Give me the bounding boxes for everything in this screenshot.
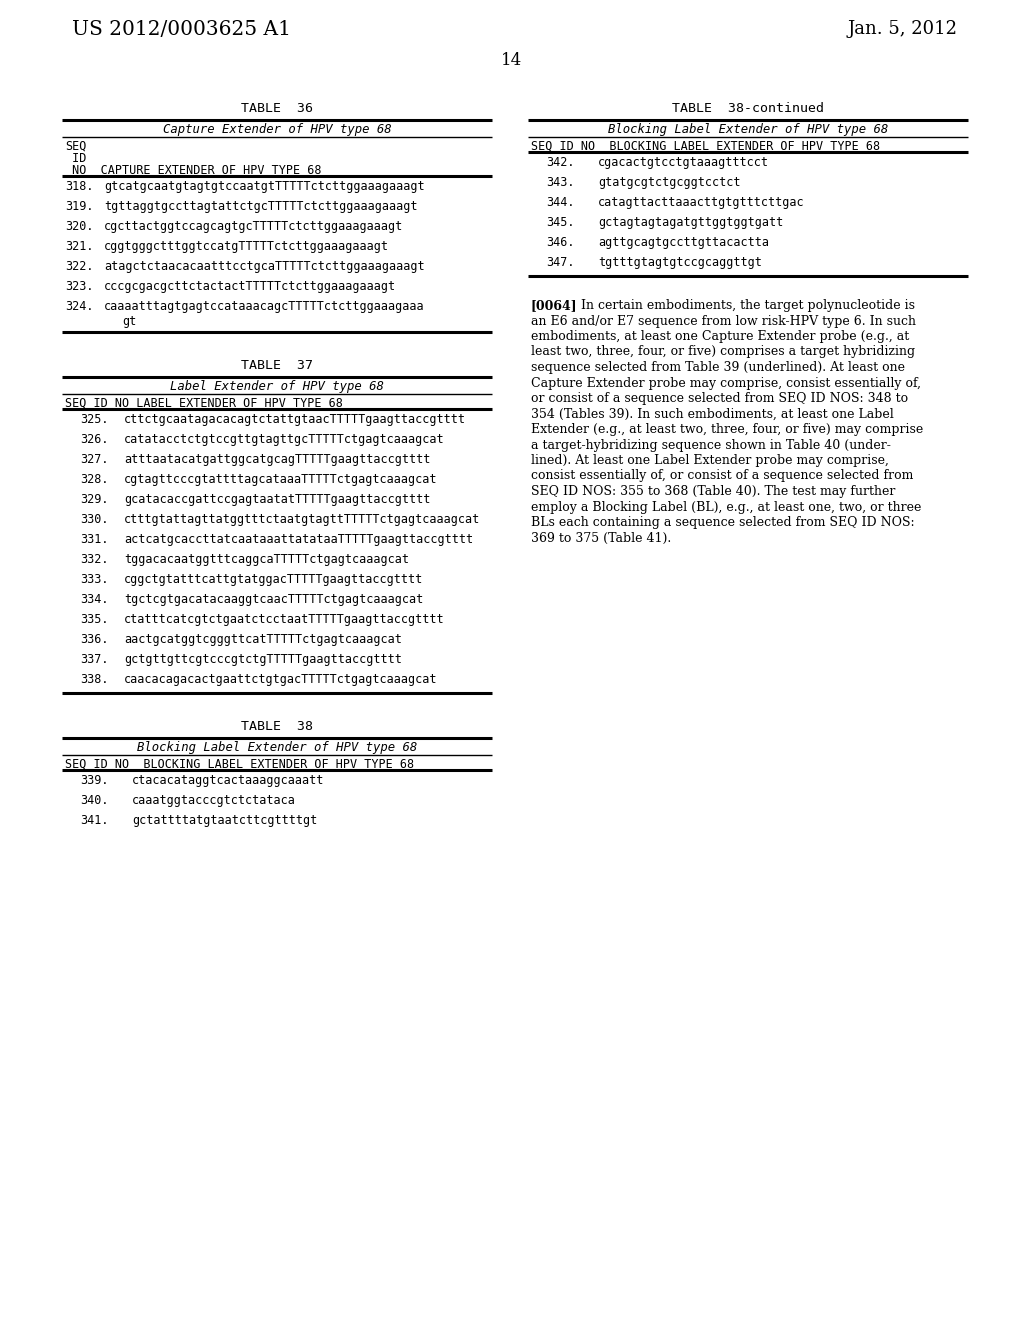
Text: 329.: 329. bbox=[80, 492, 109, 506]
Text: Blocking Label Extender of HPV type 68: Blocking Label Extender of HPV type 68 bbox=[608, 123, 888, 136]
Text: 326.: 326. bbox=[80, 433, 109, 446]
Text: 339.: 339. bbox=[80, 774, 109, 787]
Text: gctagtagtagatgttggtggtgatt: gctagtagtagatgttggtggtgatt bbox=[598, 216, 783, 228]
Text: 354 (Tables 39). In such embodiments, at least one Label: 354 (Tables 39). In such embodiments, at… bbox=[531, 408, 894, 421]
Text: catagttacttaaacttgtgtttcttgac: catagttacttaaacttgtgtttcttgac bbox=[598, 195, 805, 209]
Text: BLs each containing a sequence selected from SEQ ID NOS:: BLs each containing a sequence selected … bbox=[531, 516, 914, 529]
Text: NO  CAPTURE EXTENDER OF HPV TYPE 68: NO CAPTURE EXTENDER OF HPV TYPE 68 bbox=[65, 164, 322, 177]
Text: 347.: 347. bbox=[546, 256, 574, 269]
Text: Blocking Label Extender of HPV type 68: Blocking Label Extender of HPV type 68 bbox=[137, 741, 417, 754]
Text: tgtttgtagtgtccgcaggttgt: tgtttgtagtgtccgcaggttgt bbox=[598, 256, 762, 269]
Text: US 2012/0003625 A1: US 2012/0003625 A1 bbox=[72, 20, 291, 40]
Text: 338.: 338. bbox=[80, 673, 109, 686]
Text: gt: gt bbox=[122, 315, 136, 327]
Text: 327.: 327. bbox=[80, 453, 109, 466]
Text: 335.: 335. bbox=[80, 612, 109, 626]
Text: caaatggtacccgtctctataca: caaatggtacccgtctctataca bbox=[132, 795, 296, 807]
Text: 330.: 330. bbox=[80, 513, 109, 525]
Text: 345.: 345. bbox=[546, 216, 574, 228]
Text: 340.: 340. bbox=[80, 795, 109, 807]
Text: atttaatacatgattggcatgcagTTTTTgaagttaccgtttt: atttaatacatgattggcatgcagTTTTTgaagttaccgt… bbox=[124, 453, 430, 466]
Text: consist essentially of, or consist of a sequence selected from: consist essentially of, or consist of a … bbox=[531, 470, 913, 483]
Text: 320.: 320. bbox=[65, 220, 93, 234]
Text: 341.: 341. bbox=[80, 814, 109, 828]
Text: cggtgggctttggtccatgTTTTTctcttggaaagaaagt: cggtgggctttggtccatgTTTTTctcttggaaagaaagt bbox=[104, 240, 389, 253]
Text: 342.: 342. bbox=[546, 156, 574, 169]
Text: TABLE  37: TABLE 37 bbox=[241, 359, 313, 372]
Text: cgacactgtcctgtaaagtttcct: cgacactgtcctgtaaagtttcct bbox=[598, 156, 769, 169]
Text: SEQ ID NO LABEL EXTENDER OF HPV TYPE 68: SEQ ID NO LABEL EXTENDER OF HPV TYPE 68 bbox=[65, 397, 343, 411]
Text: 14: 14 bbox=[502, 51, 522, 69]
Text: ID: ID bbox=[65, 152, 86, 165]
Text: agttgcagtgccttgttacactta: agttgcagtgccttgttacactta bbox=[598, 236, 769, 249]
Text: aactgcatggtcgggttcatTTTTTctgagtcaaagcat: aactgcatggtcgggttcatTTTTTctgagtcaaagcat bbox=[124, 634, 401, 645]
Text: 328.: 328. bbox=[80, 473, 109, 486]
Text: cggctgtatttcattgtatggacTTTTTgaagttaccgtttt: cggctgtatttcattgtatggacTTTTTgaagttaccgtt… bbox=[124, 573, 423, 586]
Text: gctgttgttcgtcccgtctgTTTTTgaagttaccgtttt: gctgttgttcgtcccgtctgTTTTTgaagttaccgtttt bbox=[124, 653, 401, 667]
Text: Jan. 5, 2012: Jan. 5, 2012 bbox=[848, 20, 958, 38]
Text: an E6 and/or E7 sequence from low risk-HPV type 6. In such: an E6 and/or E7 sequence from low risk-H… bbox=[531, 314, 916, 327]
Text: a target-hybridizing sequence shown in Table 40 (under-: a target-hybridizing sequence shown in T… bbox=[531, 438, 891, 451]
Text: Capture Extender of HPV type 68: Capture Extender of HPV type 68 bbox=[163, 123, 391, 136]
Text: SEQ ID NO  BLOCKING LABEL EXTENDER OF HPV TYPE 68: SEQ ID NO BLOCKING LABEL EXTENDER OF HPV… bbox=[531, 140, 880, 153]
Text: 337.: 337. bbox=[80, 653, 109, 667]
Text: 319.: 319. bbox=[65, 201, 93, 213]
Text: 333.: 333. bbox=[80, 573, 109, 586]
Text: 322.: 322. bbox=[65, 260, 93, 273]
Text: catatacctctgtccgttgtagttgcTTTTTctgagtcaaagcat: catatacctctgtccgttgtagttgcTTTTTctgagtcaa… bbox=[124, 433, 444, 446]
Text: tgttaggtgccttagtattctgcTTTTTctcttggaaagaaagt: tgttaggtgccttagtattctgcTTTTTctcttggaaaga… bbox=[104, 201, 418, 213]
Text: 324.: 324. bbox=[65, 300, 93, 313]
Text: TABLE  38: TABLE 38 bbox=[241, 719, 313, 733]
Text: 331.: 331. bbox=[80, 533, 109, 546]
Text: 343.: 343. bbox=[546, 176, 574, 189]
Text: 321.: 321. bbox=[65, 240, 93, 253]
Text: gcatacaccgattccgagtaatatTTTTTgaagttaccgtttt: gcatacaccgattccgagtaatatTTTTTgaagttaccgt… bbox=[124, 492, 430, 506]
Text: atagctctaacacaatttcctgcaTTTTTctcttggaaagaaagt: atagctctaacacaatttcctgcaTTTTTctcttggaaag… bbox=[104, 260, 425, 273]
Text: tgctcgtgacatacaaggtcaacTTTTTctgagtcaaagcat: tgctcgtgacatacaaggtcaacTTTTTctgagtcaaagc… bbox=[124, 593, 423, 606]
Text: SEQ ID NOS: 355 to 368 (Table 40). The test may further: SEQ ID NOS: 355 to 368 (Table 40). The t… bbox=[531, 484, 895, 498]
Text: ctacacataggtcactaaaggcaaatt: ctacacataggtcactaaaggcaaatt bbox=[132, 774, 325, 787]
Text: TABLE  38-continued: TABLE 38-continued bbox=[672, 102, 824, 115]
Text: sequence selected from Table 39 (underlined). At least one: sequence selected from Table 39 (underli… bbox=[531, 360, 905, 374]
Text: 346.: 346. bbox=[546, 236, 574, 249]
Text: Extender (e.g., at least two, three, four, or five) may comprise: Extender (e.g., at least two, three, fou… bbox=[531, 422, 924, 436]
Text: cccgcgacgcttctactactTTTTTctcttggaaagaaagt: cccgcgacgcttctactactTTTTTctcttggaaagaaag… bbox=[104, 280, 396, 293]
Text: [0064]: [0064] bbox=[531, 300, 578, 312]
Text: TABLE  36: TABLE 36 bbox=[241, 102, 313, 115]
Text: gctattttatgtaatcttcgttttgt: gctattttatgtaatcttcgttttgt bbox=[132, 814, 317, 828]
Text: ctttgtattagttatggtttctaatgtagttTTTTTctgagtcaaagcat: ctttgtattagttatggtttctaatgtagttTTTTTctga… bbox=[124, 513, 480, 525]
Text: cttctgcaatagacacagtctattgtaacTTTTTgaagttaccgtttt: cttctgcaatagacacagtctattgtaacTTTTTgaagtt… bbox=[124, 413, 466, 426]
Text: embodiments, at least one Capture Extender probe (e.g., at: embodiments, at least one Capture Extend… bbox=[531, 330, 909, 343]
Text: 336.: 336. bbox=[80, 634, 109, 645]
Text: 318.: 318. bbox=[65, 180, 93, 193]
Text: Capture Extender probe may comprise, consist essentially of,: Capture Extender probe may comprise, con… bbox=[531, 376, 921, 389]
Text: In certain embodiments, the target polynucleotide is: In certain embodiments, the target polyn… bbox=[569, 300, 915, 312]
Text: 369 to 375 (Table 41).: 369 to 375 (Table 41). bbox=[531, 532, 672, 544]
Text: Label Extender of HPV type 68: Label Extender of HPV type 68 bbox=[170, 380, 384, 393]
Text: gtcatgcaatgtagtgtccaatgtTTTTTctcttggaaagaaagt: gtcatgcaatgtagtgtccaatgtTTTTTctcttggaaag… bbox=[104, 180, 425, 193]
Text: 323.: 323. bbox=[65, 280, 93, 293]
Text: 332.: 332. bbox=[80, 553, 109, 566]
Text: caaaatttagtgagtccataaacagcTTTTTctcttggaaagaaa: caaaatttagtgagtccataaacagcTTTTTctcttggaa… bbox=[104, 300, 425, 313]
Text: caacacagacactgaattctgtgacTTTTTctgagtcaaagcat: caacacagacactgaattctgtgacTTTTTctgagtcaaa… bbox=[124, 673, 437, 686]
Text: tggacacaatggtttcaggcaTTTTTctgagtcaaagcat: tggacacaatggtttcaggcaTTTTTctgagtcaaagcat bbox=[124, 553, 409, 566]
Text: employ a Blocking Label (BL), e.g., at least one, two, or three: employ a Blocking Label (BL), e.g., at l… bbox=[531, 500, 922, 513]
Text: or consist of a sequence selected from SEQ ID NOS: 348 to: or consist of a sequence selected from S… bbox=[531, 392, 908, 405]
Text: SEQ ID NO  BLOCKING LABEL EXTENDER OF HPV TYPE 68: SEQ ID NO BLOCKING LABEL EXTENDER OF HPV… bbox=[65, 758, 414, 771]
Text: 325.: 325. bbox=[80, 413, 109, 426]
Text: lined). At least one Label Extender probe may comprise,: lined). At least one Label Extender prob… bbox=[531, 454, 889, 467]
Text: 344.: 344. bbox=[546, 195, 574, 209]
Text: least two, three, four, or five) comprises a target hybridizing: least two, three, four, or five) compris… bbox=[531, 346, 915, 359]
Text: gtatgcgtctgcggtcctct: gtatgcgtctgcggtcctct bbox=[598, 176, 740, 189]
Text: ctatttcatcgtctgaatctcctaatTTTTTgaagttaccgtttt: ctatttcatcgtctgaatctcctaatTTTTTgaagttacc… bbox=[124, 612, 444, 626]
Text: cgtagttcccgtattttagcataaaTTTTTctgagtcaaagcat: cgtagttcccgtattttagcataaaTTTTTctgagtcaaa… bbox=[124, 473, 437, 486]
Text: 334.: 334. bbox=[80, 593, 109, 606]
Text: cgcttactggtccagcagtgcTTTTTctcttggaaagaaagt: cgcttactggtccagcagtgcTTTTTctcttggaaagaaa… bbox=[104, 220, 403, 234]
Text: SEQ: SEQ bbox=[65, 140, 86, 153]
Text: actcatgcaccttatcaataaattatataaTTTTTgaagttaccgtttt: actcatgcaccttatcaataaattatataaTTTTTgaagt… bbox=[124, 533, 473, 546]
